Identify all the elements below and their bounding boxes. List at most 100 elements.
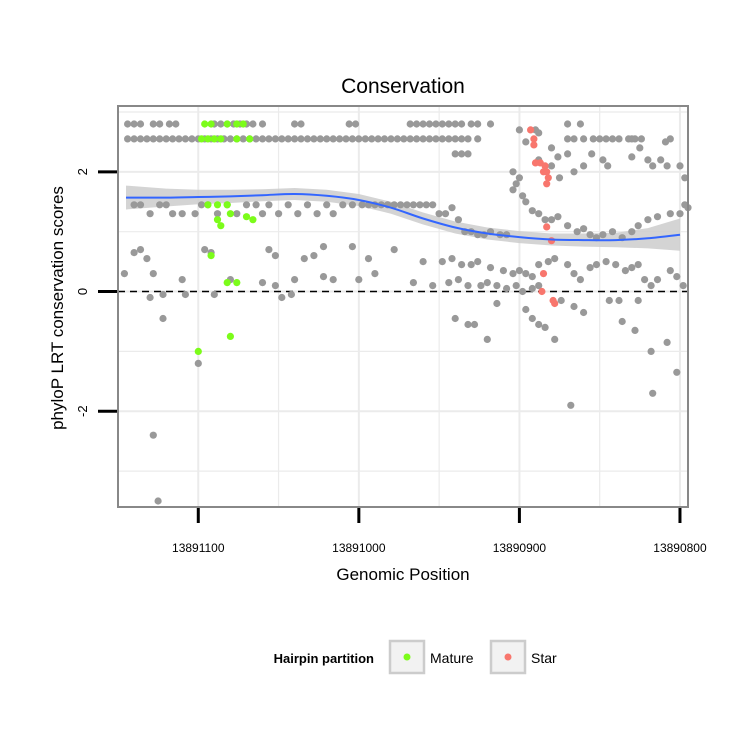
data-point-other bbox=[477, 282, 485, 290]
data-point-other bbox=[300, 255, 308, 263]
data-point-other bbox=[226, 135, 234, 143]
data-point-other bbox=[329, 210, 337, 218]
data-point-other bbox=[169, 210, 177, 218]
legend-title: Hairpin partition bbox=[274, 651, 374, 666]
data-point-other bbox=[162, 201, 170, 209]
data-point-other bbox=[355, 276, 363, 284]
data-point-other bbox=[413, 135, 421, 143]
data-point-other bbox=[149, 120, 157, 128]
panel-border bbox=[117, 105, 689, 508]
data-point-other bbox=[512, 282, 520, 290]
data-point-other bbox=[406, 135, 414, 143]
data-point-other bbox=[509, 186, 517, 194]
y-axis: -2 0 2 bbox=[75, 168, 117, 417]
gridlines bbox=[118, 106, 688, 507]
legend-entry-mature: Mature bbox=[388, 639, 474, 675]
data-point-other bbox=[352, 120, 360, 128]
data-point-other bbox=[458, 261, 466, 269]
data-point-other bbox=[419, 135, 427, 143]
data-point-other bbox=[130, 249, 138, 257]
data-point-other bbox=[425, 135, 434, 143]
data-point-other bbox=[400, 135, 408, 143]
data-point-star bbox=[527, 126, 535, 134]
smooth-trend-line bbox=[125, 192, 681, 242]
data-point-other bbox=[666, 267, 674, 275]
data-point-star bbox=[551, 299, 559, 308]
data-point-star bbox=[541, 162, 549, 170]
data-point-other bbox=[586, 231, 594, 239]
data-point-other bbox=[663, 162, 671, 170]
data-point-other bbox=[416, 201, 424, 209]
data-point-other bbox=[573, 228, 581, 236]
data-point-star bbox=[543, 168, 551, 176]
data-point-other bbox=[429, 201, 437, 209]
data-point-mature bbox=[223, 279, 231, 287]
data-point-other bbox=[464, 320, 472, 329]
data-point-other bbox=[681, 174, 689, 182]
data-point-other bbox=[557, 296, 565, 305]
data-point-other bbox=[570, 270, 578, 278]
data-point-other bbox=[178, 210, 186, 218]
data-point-other bbox=[275, 210, 283, 218]
data-point-other bbox=[201, 246, 209, 254]
data-point-other bbox=[316, 135, 324, 143]
legend-marker-mature bbox=[403, 653, 411, 661]
data-point-other bbox=[181, 290, 189, 299]
data-point-other bbox=[547, 144, 556, 152]
data-point-other bbox=[641, 276, 649, 284]
data-point-other bbox=[564, 135, 572, 143]
data-point-other bbox=[551, 335, 559, 343]
legend-label-mature: Mature bbox=[430, 650, 474, 666]
data-point-other bbox=[178, 276, 186, 284]
data-point-other bbox=[258, 279, 267, 287]
data-point-other bbox=[252, 135, 260, 143]
data-point-other bbox=[522, 138, 530, 146]
data-point-other bbox=[483, 279, 491, 287]
data-point-other bbox=[637, 135, 646, 143]
data-point-other bbox=[278, 293, 286, 302]
data-point-other bbox=[509, 168, 517, 176]
data-point-other bbox=[374, 135, 382, 143]
data-point-other bbox=[483, 335, 491, 343]
data-point-other bbox=[474, 120, 482, 128]
data-point-other bbox=[647, 347, 655, 355]
data-point-other bbox=[197, 201, 206, 209]
data-point-mature bbox=[201, 120, 209, 128]
data-point-mature bbox=[204, 135, 212, 143]
data-point-other bbox=[445, 120, 453, 128]
data-point-other bbox=[570, 168, 578, 176]
data-point-mature bbox=[207, 252, 215, 260]
data-point-other bbox=[422, 201, 430, 209]
data-point-other bbox=[258, 210, 267, 218]
data-point-star bbox=[530, 141, 538, 149]
data-point-mature bbox=[197, 135, 206, 143]
data-point-other bbox=[564, 150, 572, 158]
data-point-other bbox=[602, 258, 610, 266]
data-point-other bbox=[319, 243, 328, 251]
data-point-other bbox=[310, 135, 318, 143]
data-point-other bbox=[345, 120, 353, 128]
data-point-other bbox=[242, 201, 251, 209]
data-point-other bbox=[291, 135, 299, 143]
data-point-other bbox=[130, 201, 138, 209]
data-point-other bbox=[580, 308, 588, 317]
data-point-other bbox=[604, 162, 612, 170]
data-point-other bbox=[567, 401, 575, 409]
data-point-other bbox=[634, 296, 642, 305]
data-point-other bbox=[136, 120, 145, 128]
data-point-other bbox=[146, 210, 154, 218]
data-point-other bbox=[647, 282, 655, 290]
data-point-other bbox=[522, 198, 530, 206]
data-point-other bbox=[159, 314, 167, 323]
x-tick-label: 13890900 bbox=[493, 541, 547, 555]
data-point-other bbox=[653, 213, 662, 221]
data-point-other bbox=[210, 290, 218, 299]
data-point-mature bbox=[233, 135, 241, 143]
data-point-other bbox=[608, 135, 617, 143]
data-point-other bbox=[544, 258, 552, 266]
data-point-other bbox=[599, 231, 607, 239]
data-point-other bbox=[361, 135, 369, 143]
data-point-other bbox=[608, 228, 617, 236]
data-point-other bbox=[570, 135, 578, 143]
x-axis-title: Genomic Position bbox=[336, 565, 469, 584]
